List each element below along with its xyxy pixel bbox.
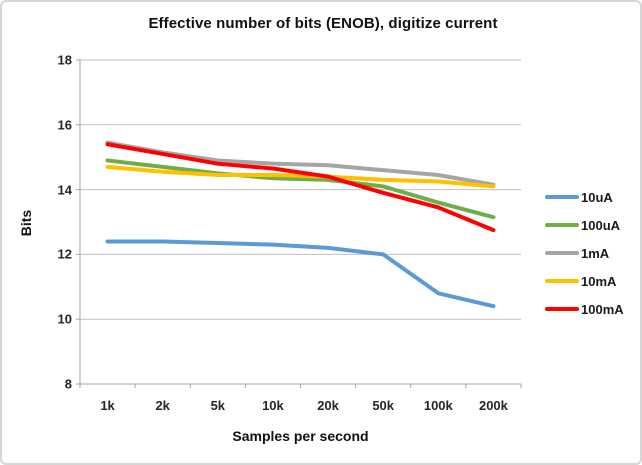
legend-label: 1mA [581, 245, 610, 261]
legend-item-100uA: 100uA [545, 211, 624, 239]
legend-swatch-icon [545, 223, 579, 227]
legend-label: 100uA [581, 217, 621, 233]
legend-swatch-icon [545, 279, 579, 283]
x-tick-label: 10k [262, 398, 284, 413]
x-tick-label: 200k [478, 398, 508, 413]
x-tick-label: 1k [100, 398, 115, 413]
y-tick-label: 12 [57, 246, 72, 262]
legend-item-10uA: 10uA [545, 183, 624, 211]
legend-label: 10mA [581, 273, 617, 289]
legend-label: 100mA [581, 301, 624, 317]
y-tick-label: 18 [57, 52, 72, 68]
y-axis-title: Bits [18, 209, 34, 237]
legend-swatch-icon [545, 251, 579, 255]
series-line-100mA [105, 142, 496, 233]
legend-item-1mA: 1mA [545, 239, 624, 267]
series-line-10uA [105, 239, 496, 309]
legend-item-100mA: 100mA [545, 295, 624, 323]
legend-swatch-icon [545, 195, 579, 199]
series-line-100uA [105, 158, 496, 220]
y-tick-label: 8 [64, 376, 72, 392]
y-tick-label: 10 [57, 311, 72, 327]
chart-title: Effective number of bits (ENOB), digitiz… [148, 15, 498, 32]
y-tick-label: 14 [57, 182, 72, 198]
legend-item-10mA: 10mA [545, 267, 624, 295]
legend: 10uA 100uA 1mA 10mA 100mA [545, 183, 624, 323]
x-tick-label: 20k [317, 398, 339, 413]
x-tick-label: 2k [155, 398, 170, 413]
x-tick-label: 50k [372, 398, 395, 413]
legend-label: 10uA [581, 189, 613, 205]
x-tick-label: 100k [423, 398, 453, 413]
x-tick-label: 5k [210, 398, 226, 413]
y-tick-label: 16 [57, 117, 72, 133]
legend-swatch-icon [545, 307, 579, 311]
series-line-10mA [105, 164, 496, 189]
x-axis-title: Samples per second [232, 428, 369, 444]
